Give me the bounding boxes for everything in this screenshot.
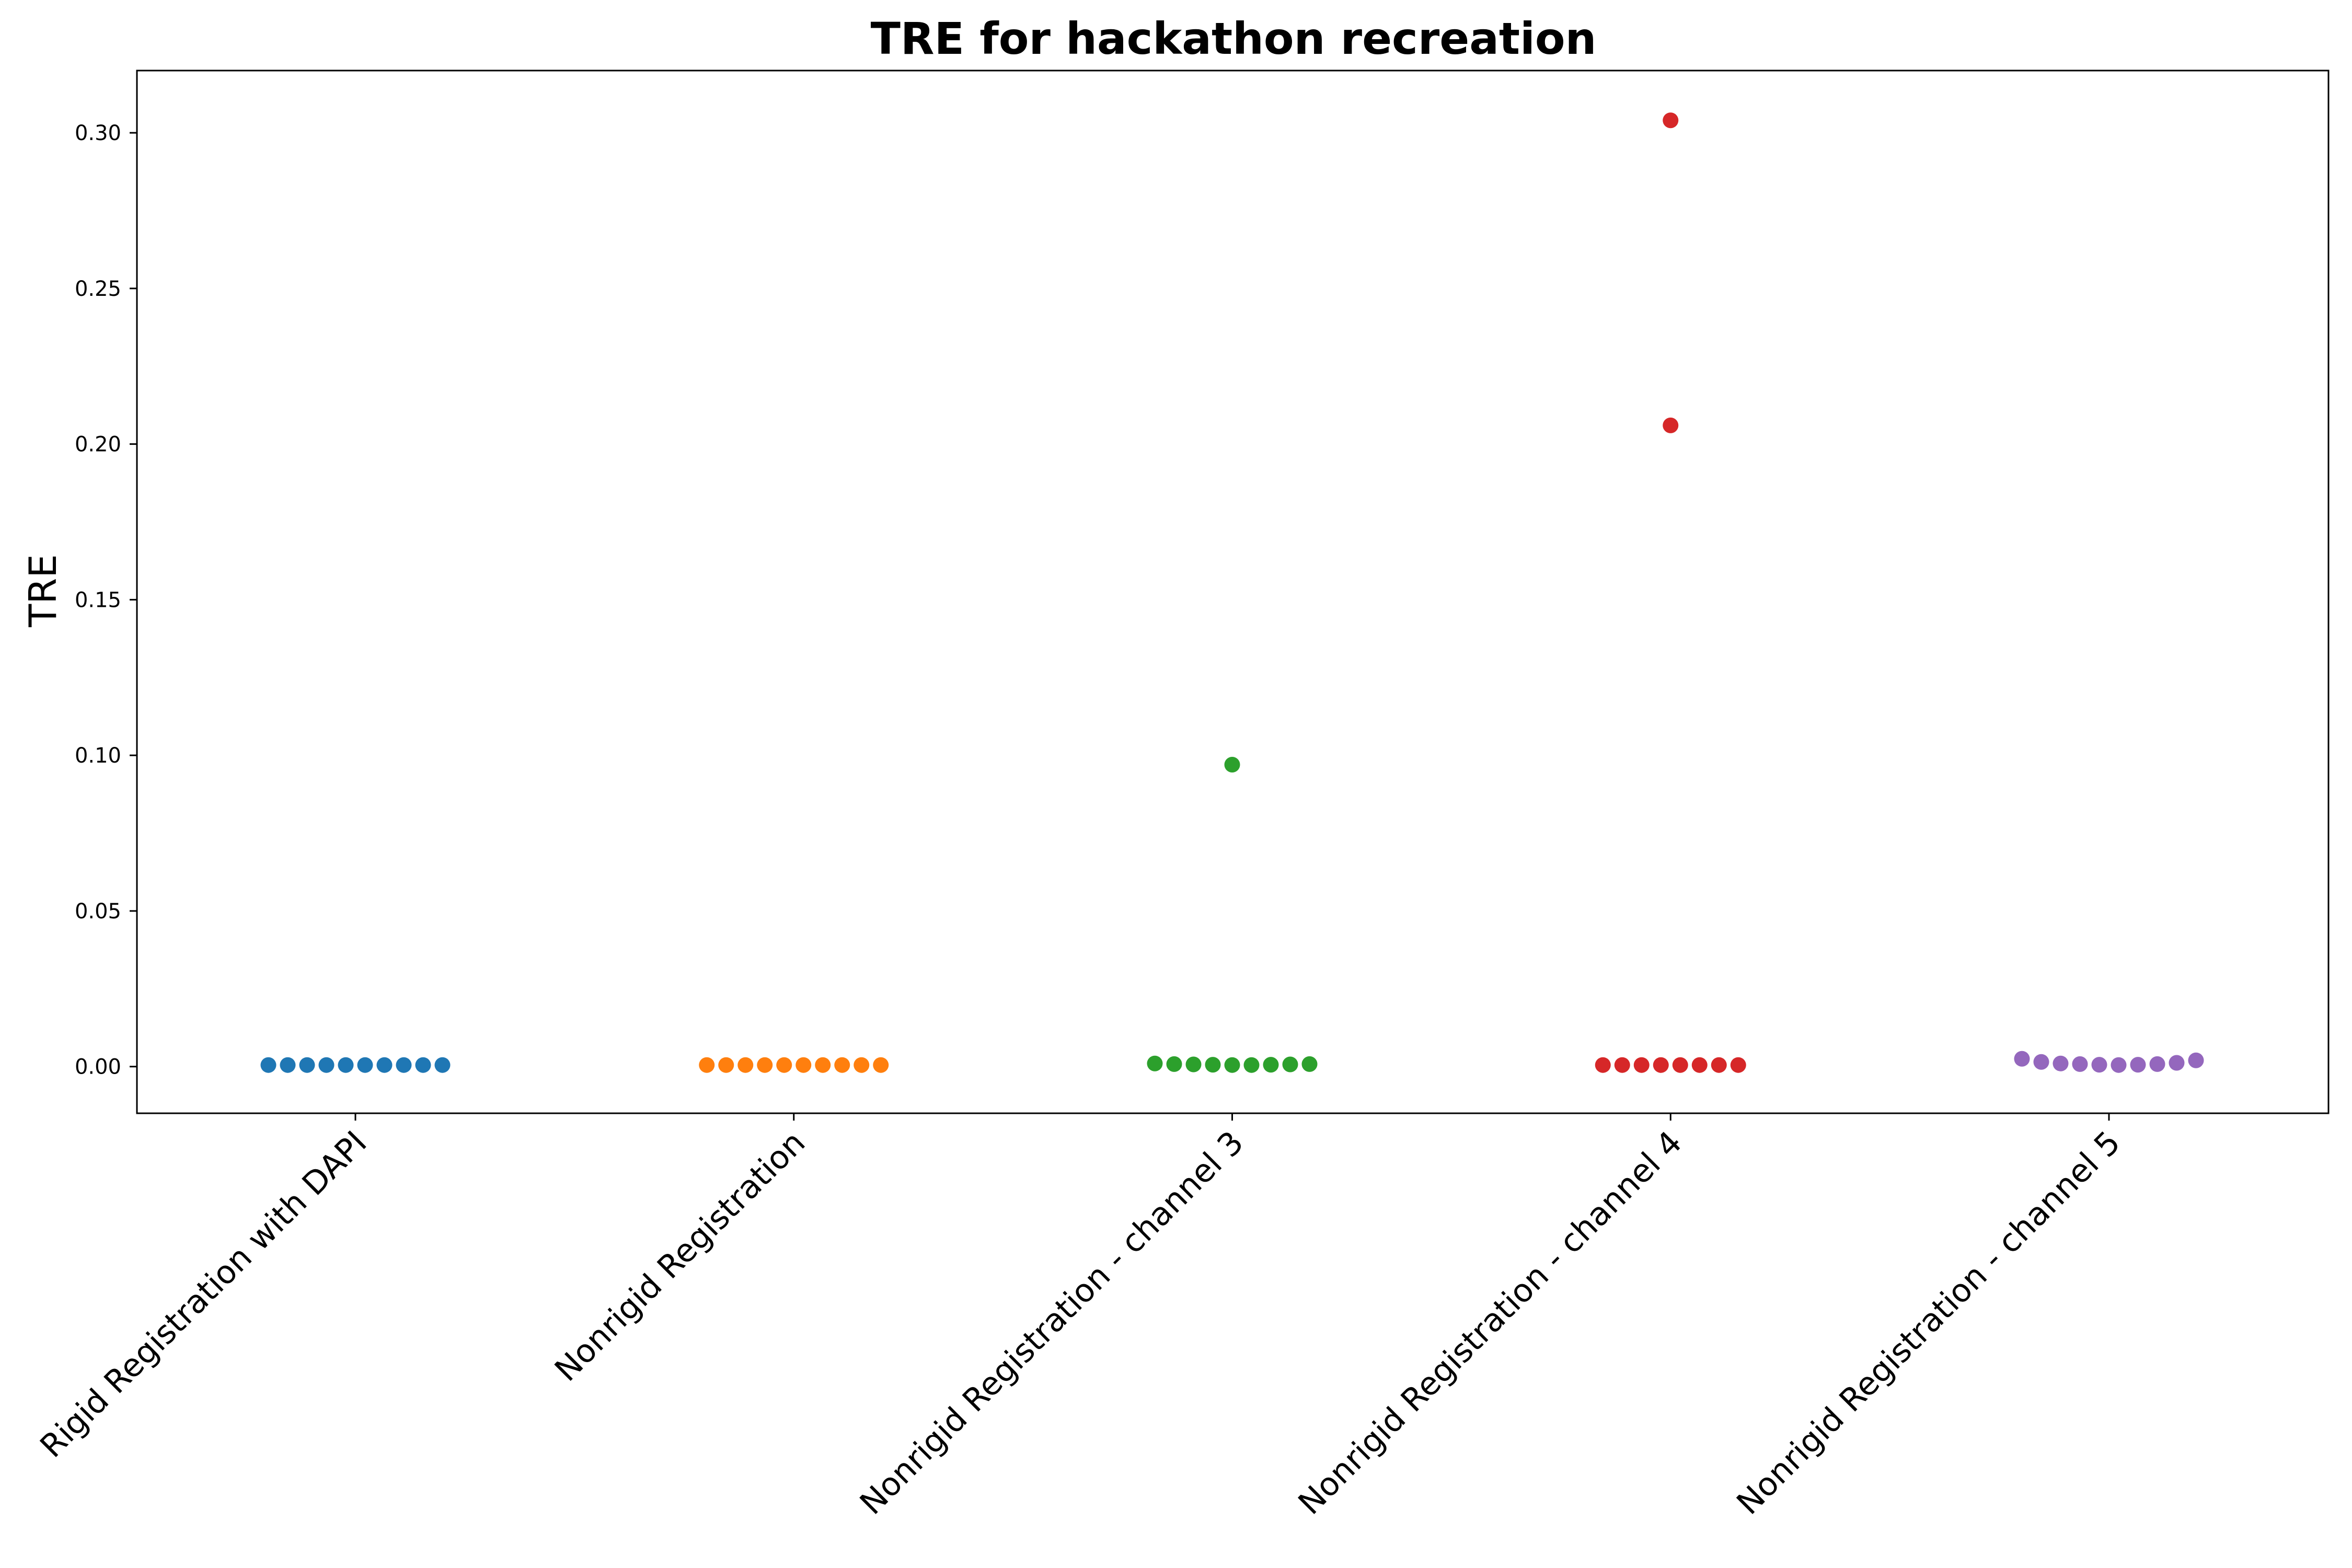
data-point <box>1301 1056 1318 1072</box>
data-point <box>2111 1057 2127 1073</box>
data-point <box>260 1057 276 1073</box>
y-tick-label: 0.15 <box>75 588 121 612</box>
data-point <box>434 1057 451 1073</box>
data-point <box>1205 1057 1221 1073</box>
data-point <box>854 1057 870 1073</box>
data-point <box>1166 1056 1182 1072</box>
data-point <box>1730 1057 1746 1073</box>
data-point <box>1282 1056 1298 1073</box>
data-point <box>1691 1057 1708 1073</box>
data-point <box>2188 1052 2204 1068</box>
data-point <box>815 1057 831 1073</box>
x-tick-label: Nonrigid Registration - channel 4 <box>1292 1124 1689 1521</box>
data-point <box>1711 1057 1727 1073</box>
data-point <box>795 1057 812 1073</box>
data-point <box>834 1057 850 1073</box>
data-point <box>1663 112 1679 129</box>
y-tick-label: 0.00 <box>75 1055 121 1079</box>
x-tick-label: Rigid Registration with DAPI <box>33 1124 374 1465</box>
data-point <box>718 1057 734 1073</box>
data-point <box>280 1057 296 1073</box>
data-point <box>2169 1055 2185 1071</box>
plot-frame <box>136 70 2330 1114</box>
data-point <box>318 1057 335 1073</box>
data-point <box>1185 1056 1202 1073</box>
data-point <box>415 1057 431 1073</box>
data-point <box>1224 1057 1240 1073</box>
chart-title: TRE for hackathon recreation <box>871 13 1597 64</box>
data-point <box>1263 1057 1279 1073</box>
x-tick-label: Nonrigid Registration - channel 5 <box>1730 1124 2127 1521</box>
data-point <box>699 1057 715 1073</box>
y-tick-label: 0.05 <box>75 900 121 924</box>
data-point <box>1147 1055 1163 1071</box>
data-point <box>1243 1057 1260 1073</box>
data-point <box>757 1057 773 1073</box>
data-point <box>338 1057 354 1073</box>
x-axis-ticks: Rigid Registration with DAPI Nonrigid Reg… <box>33 1113 2128 1522</box>
data-point <box>396 1057 412 1073</box>
data-point <box>2033 1054 2049 1070</box>
y-tick-label: 0.25 <box>75 277 121 301</box>
y-axis-ticks: 0.00 0.05 0.10 0.15 0.20 0.25 0.30 <box>75 121 137 1079</box>
data-point <box>1663 417 1679 433</box>
data-point <box>776 1057 792 1073</box>
data-point <box>2091 1057 2107 1073</box>
data-point <box>1595 1057 1611 1073</box>
data-point <box>873 1057 889 1073</box>
y-tick-label: 0.30 <box>75 121 121 145</box>
y-tick-label: 0.10 <box>75 744 121 768</box>
y-axis-label: TRE <box>21 554 65 628</box>
data-point <box>1224 757 1240 773</box>
data-point <box>1633 1057 1650 1073</box>
data-point <box>2053 1055 2069 1071</box>
data-point <box>737 1057 754 1073</box>
data-point <box>2014 1051 2030 1067</box>
data-point <box>2072 1056 2088 1072</box>
data-point <box>2130 1057 2146 1073</box>
data-points <box>260 112 2204 1073</box>
data-point <box>376 1057 393 1073</box>
data-point <box>1614 1057 1630 1073</box>
y-tick-label: 0.20 <box>75 433 121 457</box>
data-point <box>1672 1057 1688 1073</box>
data-point <box>299 1057 315 1073</box>
x-tick-label: Nonrigid Registration - channel 3 <box>853 1124 1251 1521</box>
x-tick-label: Nonrigid Registration <box>548 1124 812 1388</box>
data-point <box>1653 1057 1669 1073</box>
data-point <box>357 1057 373 1073</box>
data-point <box>2149 1056 2165 1072</box>
